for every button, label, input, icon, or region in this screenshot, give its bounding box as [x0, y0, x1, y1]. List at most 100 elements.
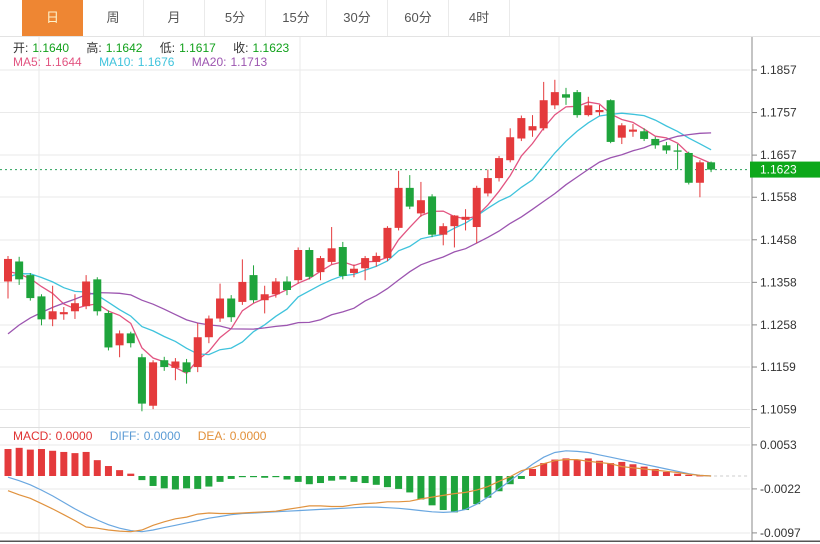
candle-body — [416, 200, 425, 214]
tab-60min[interactable]: 60分 — [388, 0, 449, 36]
macd-value: 0.0000 — [55, 429, 93, 443]
candle-body — [528, 126, 537, 131]
candle-body — [104, 312, 113, 348]
macd-tick-label: -0.0097 — [760, 526, 801, 540]
candle-body — [4, 258, 12, 282]
macd-bar — [674, 473, 682, 476]
candle-body — [595, 109, 604, 113]
candle-body — [450, 215, 459, 227]
candle-body — [149, 362, 158, 406]
ma-lines — [7, 101, 712, 375]
price-tick-label: 1.1358 — [760, 275, 797, 289]
ma5-value: 1.1644 — [45, 55, 82, 69]
candle-body — [506, 137, 515, 161]
macd-lines — [7, 450, 750, 533]
candle-body — [550, 92, 559, 106]
price-tick-label: 1.1757 — [760, 106, 797, 120]
candle-body — [439, 226, 448, 235]
candle-body — [26, 275, 35, 299]
macd-bar — [238, 476, 246, 478]
svg-text:1.1623: 1.1623 — [760, 163, 797, 177]
candle-body — [216, 298, 225, 319]
candle-body — [260, 294, 269, 301]
macd-bar — [339, 476, 347, 480]
macd-bar — [428, 476, 436, 506]
macd-tick-label: -0.0022 — [760, 482, 801, 496]
candle-body — [662, 145, 671, 151]
last-price-tag: 1.1623 — [750, 161, 820, 178]
candle-body — [115, 333, 124, 346]
candle-body — [695, 162, 704, 183]
macd-bar — [15, 447, 23, 476]
macd-bar — [160, 476, 168, 489]
candle-body — [349, 268, 358, 273]
candle-body — [93, 279, 102, 312]
macd-bar — [104, 466, 112, 476]
macd-bar — [529, 468, 537, 476]
low-value: 1.1617 — [179, 41, 216, 55]
macd-bar — [60, 451, 68, 476]
tab-15min[interactable]: 15分 — [266, 0, 327, 36]
candle-body — [428, 196, 437, 235]
macd-bar — [283, 476, 291, 480]
tab-4hour[interactable]: 4时 — [449, 0, 510, 36]
period-tabbar: 日 周 月 5分 15分 30分 60分 4时 — [0, 0, 820, 37]
macd-axis: 0.0053 -0.0022 -0.0097 — [752, 438, 801, 540]
tab-week[interactable]: 周 — [83, 0, 144, 36]
price-tick-label: 1.1857 — [760, 63, 797, 77]
price-tick-label: 1.1657 — [760, 148, 797, 162]
candle-body — [305, 249, 314, 277]
candle-body — [483, 178, 492, 194]
ohlc-readout: 开: 1.1640 高: 1.1642 低: 1.1617 收: 1.1623 — [13, 39, 293, 56]
macd-bar — [272, 476, 280, 478]
macd-bar — [71, 453, 79, 476]
macd-bar — [618, 461, 626, 476]
macd-bar — [395, 476, 403, 489]
price-tick-label: 1.1159 — [760, 360, 796, 374]
candle-body — [316, 258, 325, 273]
candle-body — [160, 360, 169, 368]
candle-body — [562, 94, 570, 98]
macd-bar — [417, 476, 425, 500]
candle-body — [137, 357, 146, 404]
candle-body — [651, 138, 660, 146]
diff-value: 0.0000 — [143, 429, 181, 443]
candle-body — [628, 129, 637, 132]
open-value: 1.1640 — [32, 41, 70, 55]
high-label: 高: — [86, 41, 102, 55]
tab-day[interactable]: 日 — [22, 0, 83, 36]
frame — [0, 37, 820, 542]
macd-bar — [305, 476, 313, 485]
macd-bar — [250, 476, 258, 478]
macd-bar — [116, 470, 124, 476]
tab-30min[interactable]: 30分 — [327, 0, 388, 36]
candle-body — [37, 296, 46, 320]
macd-bar — [551, 459, 559, 476]
candle-body — [573, 92, 582, 116]
macd-bar — [406, 476, 414, 493]
candle-body — [617, 125, 626, 138]
candle-body — [361, 258, 370, 269]
candle-body — [238, 281, 247, 302]
macd-bar — [462, 476, 470, 511]
tab-month[interactable]: 月 — [144, 0, 205, 36]
dea-label: DEA: — [197, 429, 226, 443]
grid — [0, 37, 750, 541]
candle-body — [673, 150, 682, 152]
macd-bar — [216, 476, 224, 482]
macd-bar — [294, 476, 302, 482]
candle-body — [15, 261, 24, 280]
macd-bar — [350, 476, 358, 482]
macd-bar — [607, 463, 615, 476]
macd-bar — [37, 449, 45, 476]
macd-bar — [562, 458, 570, 476]
macd-label: MACD: — [13, 429, 52, 443]
tab-5min[interactable]: 5分 — [205, 0, 266, 36]
macd-bar — [517, 476, 525, 479]
ma10-label: MA10: — [99, 55, 134, 69]
price-tick-label: 1.1258 — [760, 318, 797, 332]
macd-bar — [205, 476, 213, 487]
candle-body — [182, 362, 191, 373]
